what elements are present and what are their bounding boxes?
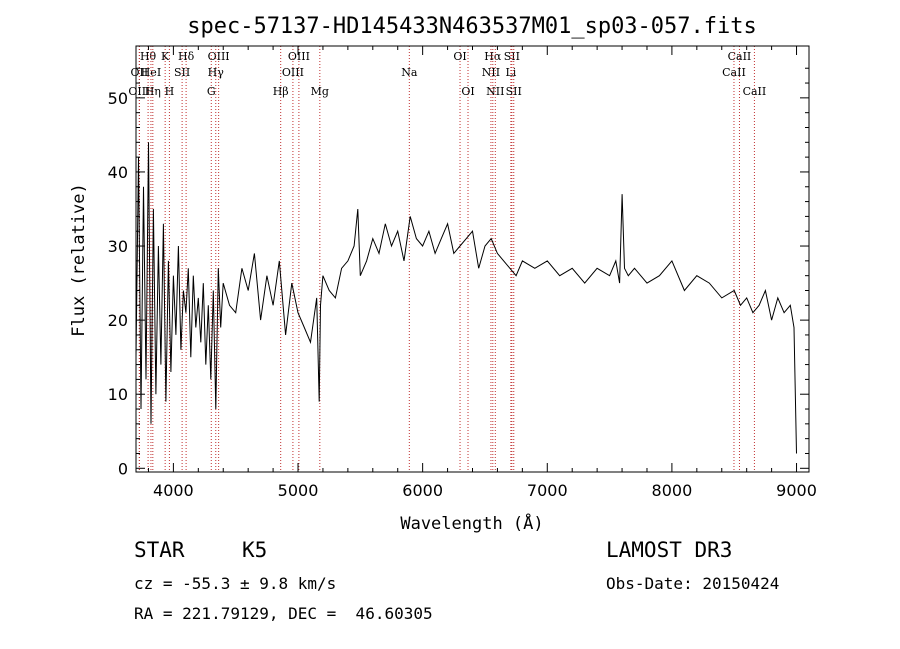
spectral-line-label: CaII [743, 85, 767, 98]
spectral-line-label: SII [506, 85, 522, 98]
spectral-line-label: OIII [288, 50, 310, 63]
y-tick-label: 30 [108, 237, 128, 256]
spectral-line-label: CaII [722, 66, 746, 79]
y-tick-label: 10 [108, 385, 128, 404]
spectral-line-label: Hα [484, 50, 502, 63]
obs-date-label: Obs-Date: 20150424 [606, 574, 780, 593]
x-tick-label: 6000 [402, 481, 443, 500]
spectrum-series-line [135, 142, 797, 454]
spectral-line-label: OIII [282, 66, 304, 79]
spectral-line-label: OIII [208, 50, 230, 63]
plot-frame [135, 45, 810, 473]
spectral-line-label: Hβ [273, 85, 289, 98]
spectral-line-label: K [161, 50, 170, 63]
spectral-line-label: H [165, 85, 175, 98]
spectral-line-label: OIII [128, 85, 150, 98]
spectral-line-label: HeI [141, 66, 161, 79]
spectral-line-label: SII [174, 66, 190, 79]
y-tick-label: 0 [118, 459, 128, 478]
x-tick-label: 8000 [652, 481, 693, 500]
x-tick-label: 9000 [776, 481, 817, 500]
spectral-line-label: CaII [728, 50, 752, 63]
survey-label: LAMOST DR3 [606, 538, 733, 562]
y-tick-label: 40 [108, 163, 128, 182]
spectral-line-label: Hγ [208, 66, 225, 79]
spectral-line-label: Hθ [140, 50, 157, 63]
y-tick-label: 50 [108, 89, 128, 108]
y-axis-label: Flux (relative) [69, 183, 89, 337]
velocity-label: cz = -55.3 ± 9.8 km/s [134, 574, 337, 593]
spectral-line-label: G [207, 85, 216, 98]
x-tick-label: 4000 [153, 481, 194, 500]
object-subclass: K5 [242, 538, 268, 562]
x-tick-label: 5000 [278, 481, 319, 500]
coordinates-label: RA = 221.79129, DEC = 46.60305 [134, 604, 433, 623]
spectral-line-label: Hη [145, 85, 161, 98]
y-tick-label: 20 [108, 311, 128, 330]
spectral-line-label: OI [461, 85, 474, 98]
x-axis-label: Wavelength (Å) [400, 512, 543, 534]
spectral-line-label: Li [505, 66, 516, 79]
spectral-line-label: OII [131, 66, 149, 79]
spectral-line-label: Mg [311, 85, 329, 98]
spectral-line-label: Hδ [178, 50, 195, 63]
spectral-line-label: OI [453, 50, 466, 63]
chart-title: spec-57137-HD145433N463537M01_sp03-057.f… [187, 14, 757, 39]
spectral-line-label: Na [401, 66, 418, 79]
object-class: STAR [134, 538, 185, 562]
spectral-line-label: NII [482, 66, 500, 79]
x-tick-label: 7000 [527, 481, 568, 500]
spectral-line-label: SII [504, 50, 520, 63]
spectral-line-label: NII [486, 85, 504, 98]
